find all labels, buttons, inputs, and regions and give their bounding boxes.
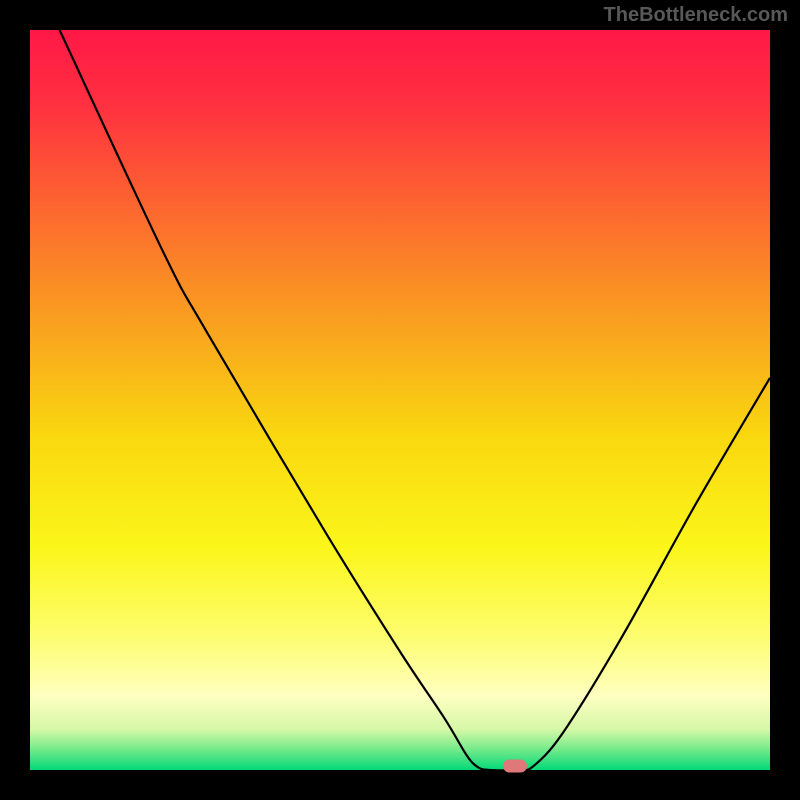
bottleneck-curve <box>30 30 770 770</box>
curve-path <box>60 30 770 770</box>
optimal-marker <box>503 760 527 773</box>
attribution-text: TheBottleneck.com <box>604 4 788 27</box>
plot-area <box>30 30 770 770</box>
